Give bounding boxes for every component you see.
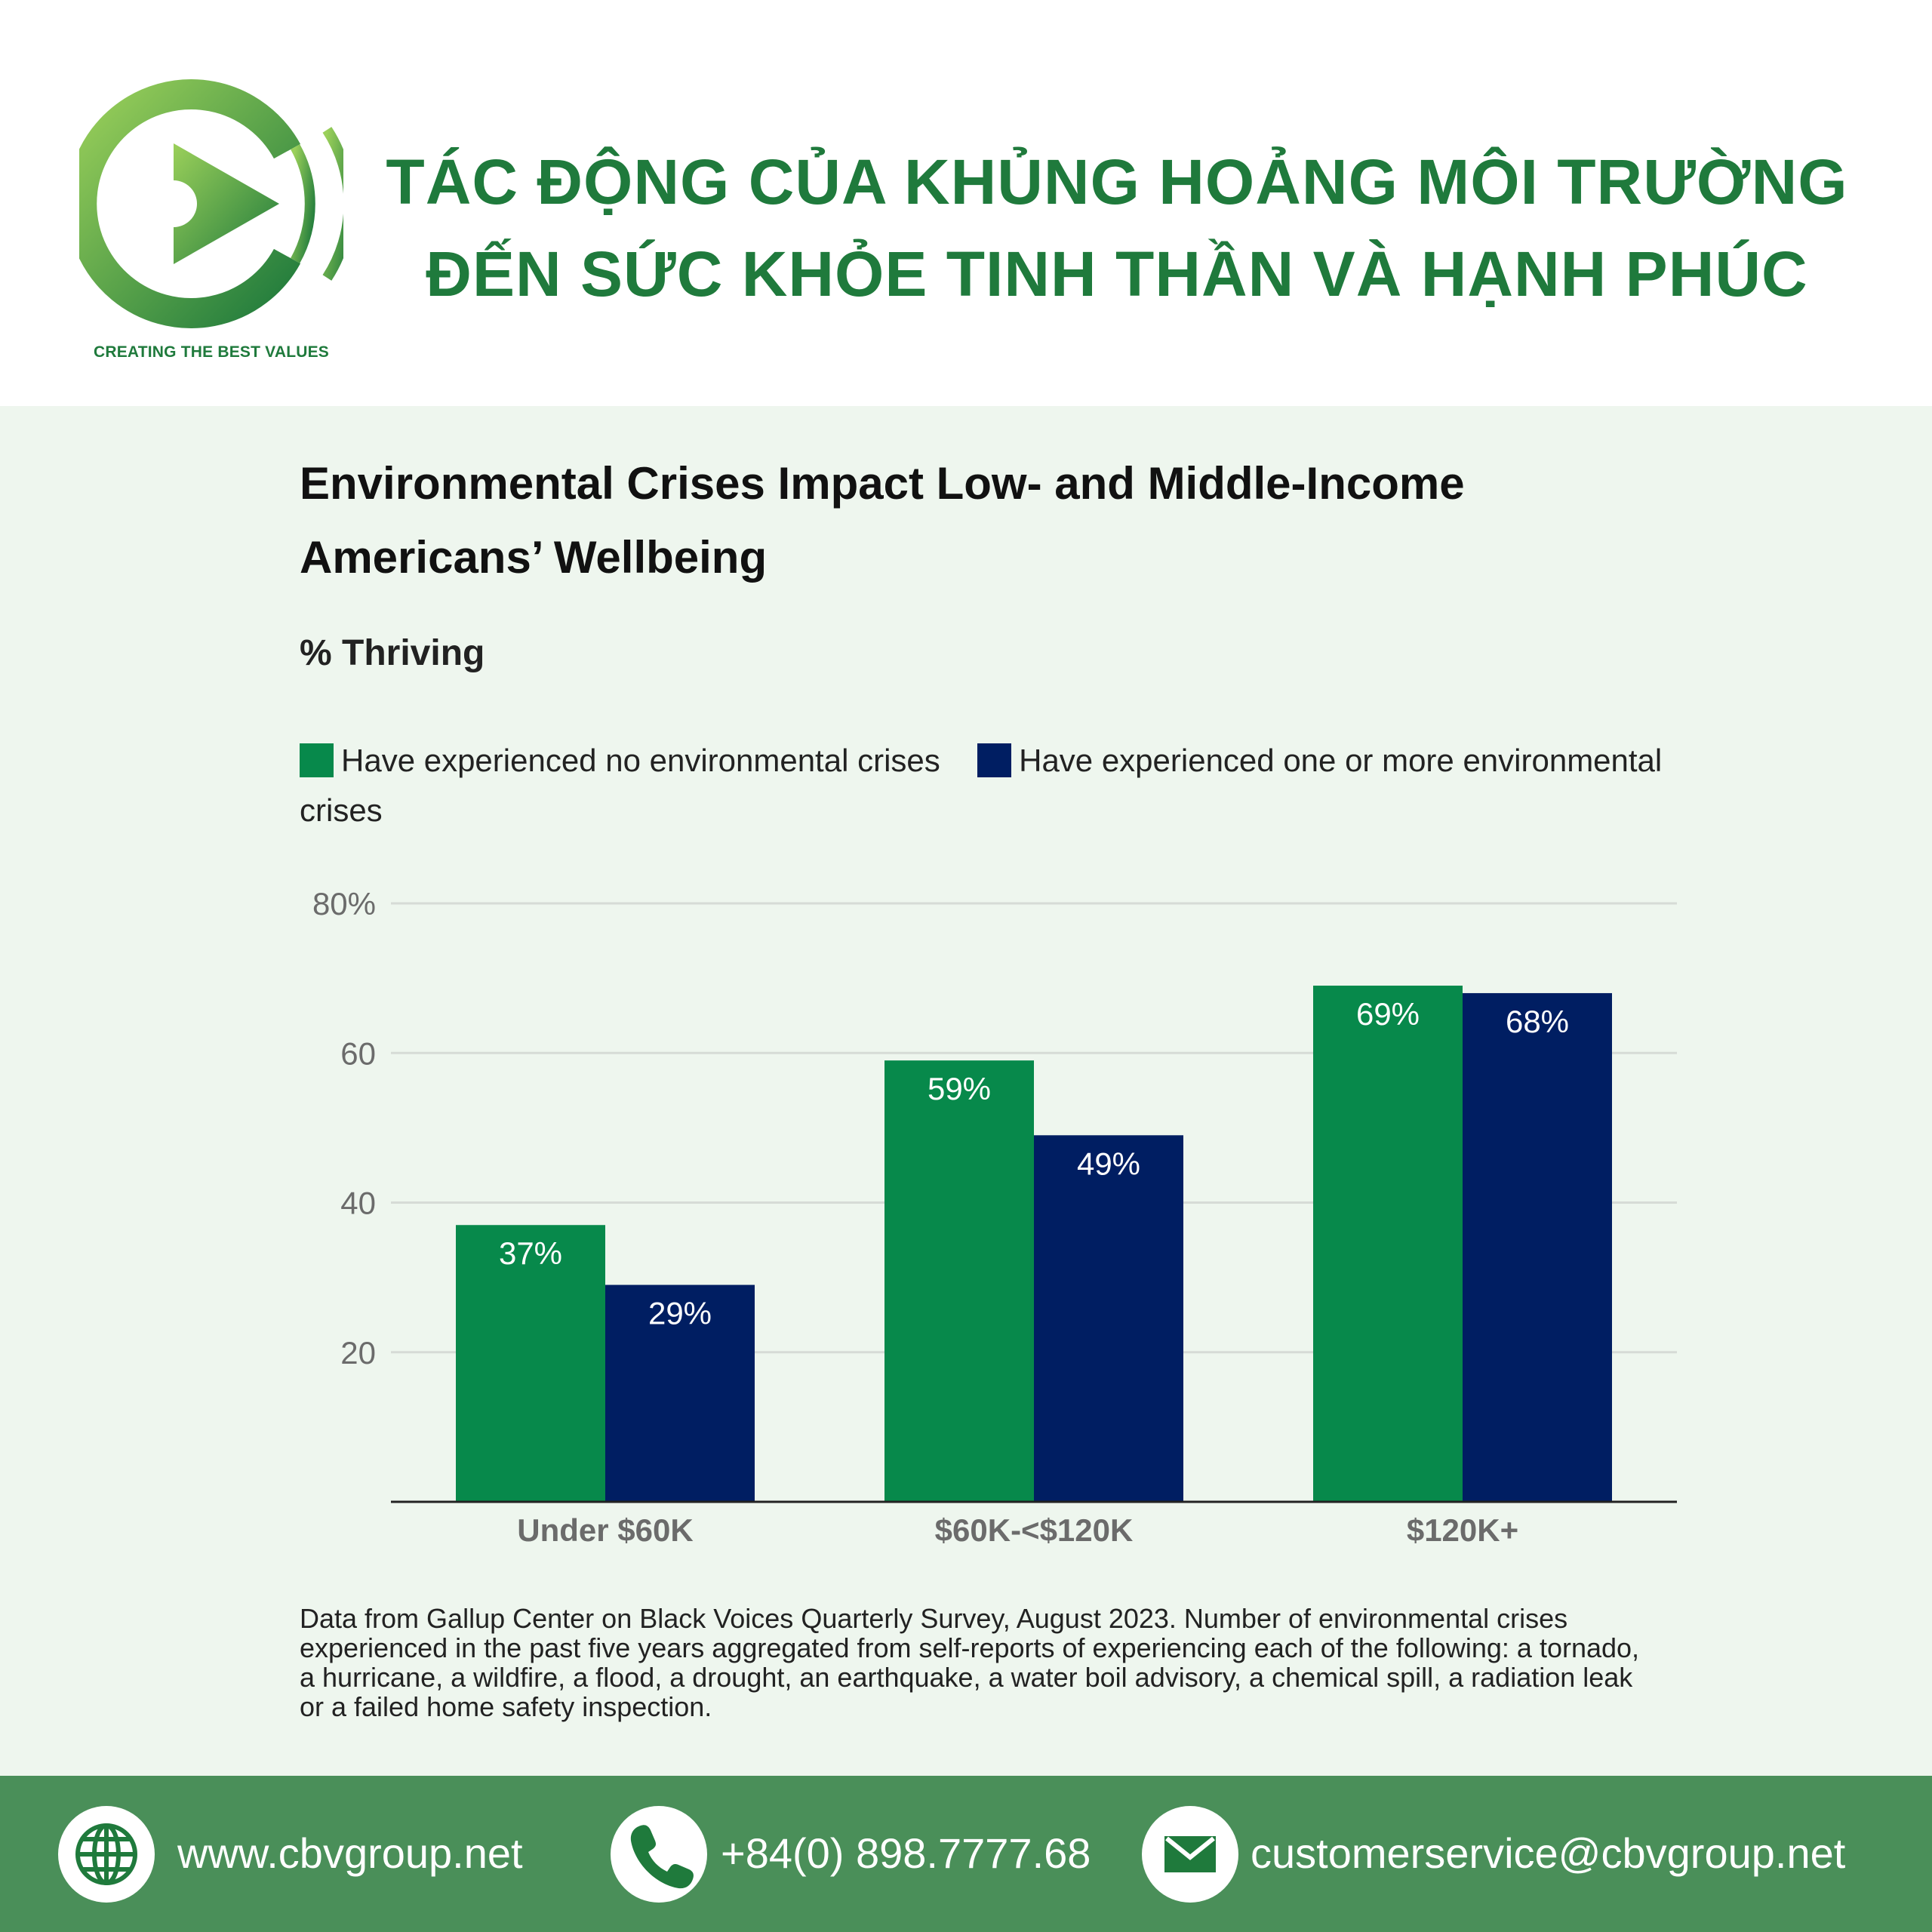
bar bbox=[1463, 992, 1612, 1502]
x-tick-label: $60K-<$120K bbox=[935, 1512, 1134, 1548]
legend-label: Have experienced no environmental crises bbox=[341, 743, 940, 778]
x-tick-label: $120K+ bbox=[1407, 1512, 1518, 1548]
page-headline: TÁC ĐỘNG CỦA KHỦNG HOẢNG MÔI TRƯỜNG ĐẾN … bbox=[377, 136, 1857, 320]
bar bbox=[605, 1284, 755, 1502]
data-label: 29% bbox=[648, 1296, 712, 1331]
legend-item-one-or-more-crises: Have experienced one or more environment… bbox=[300, 743, 1662, 828]
legend-item-no-crises: Have experienced no environmental crises bbox=[300, 743, 940, 778]
bar bbox=[456, 1225, 605, 1502]
data-label: 69% bbox=[1356, 996, 1420, 1032]
bar bbox=[1313, 986, 1463, 1502]
headline-line-2: ĐẾN SỨC KHỎE TINH THẦN VÀ HẠNH PHÚC bbox=[426, 238, 1808, 309]
chart-legend: Have experienced no environmental crises… bbox=[300, 736, 1673, 835]
chart-title: Environmental Crises Impact Low- and Mid… bbox=[300, 458, 1465, 583]
phone-icon bbox=[611, 1806, 707, 1903]
headline-line-1: TÁC ĐỘNG CỦA KHỦNG HOẢNG MÔI TRƯỜNG bbox=[386, 146, 1848, 217]
x-tick-label: Under $60K bbox=[517, 1512, 693, 1548]
mail-icon bbox=[1142, 1806, 1238, 1903]
data-label: 49% bbox=[1077, 1146, 1140, 1181]
legend-swatch-green bbox=[300, 743, 334, 777]
y-tick-label: 40 bbox=[340, 1186, 376, 1221]
website-link[interactable]: www.cbvgroup.net bbox=[177, 1829, 523, 1877]
chart-subtitle: % Thriving bbox=[300, 633, 485, 673]
footer: www.cbvgroup.net +84(0) 898.7777.68 cust… bbox=[0, 1776, 1932, 1932]
header: CREATING THE BEST VALUES TÁC ĐỘNG CỦA KH… bbox=[0, 0, 1932, 406]
data-label: 59% bbox=[928, 1071, 991, 1106]
legend-label: Have experienced one or more environment… bbox=[300, 743, 1663, 828]
data-label: 68% bbox=[1506, 1004, 1569, 1039]
globe-icon bbox=[58, 1806, 155, 1903]
y-tick-label: 60 bbox=[340, 1035, 376, 1071]
y-tick-label: 80% bbox=[312, 886, 376, 921]
bar bbox=[884, 1060, 1034, 1502]
cbv-logo bbox=[79, 79, 343, 328]
data-label: 37% bbox=[499, 1235, 562, 1271]
legend-swatch-navy bbox=[977, 743, 1012, 777]
phone-number[interactable]: +84(0) 898.7777.68 bbox=[721, 1829, 1091, 1877]
chart-footnote: Data from Gallup Center on Black Voices … bbox=[300, 1603, 1640, 1722]
brand-tagline: CREATING THE BEST VALUES bbox=[93, 343, 330, 361]
email-link[interactable]: customerservice@cbvgroup.net bbox=[1251, 1829, 1846, 1877]
bar bbox=[1034, 1135, 1183, 1502]
y-tick-label: 20 bbox=[340, 1335, 376, 1371]
